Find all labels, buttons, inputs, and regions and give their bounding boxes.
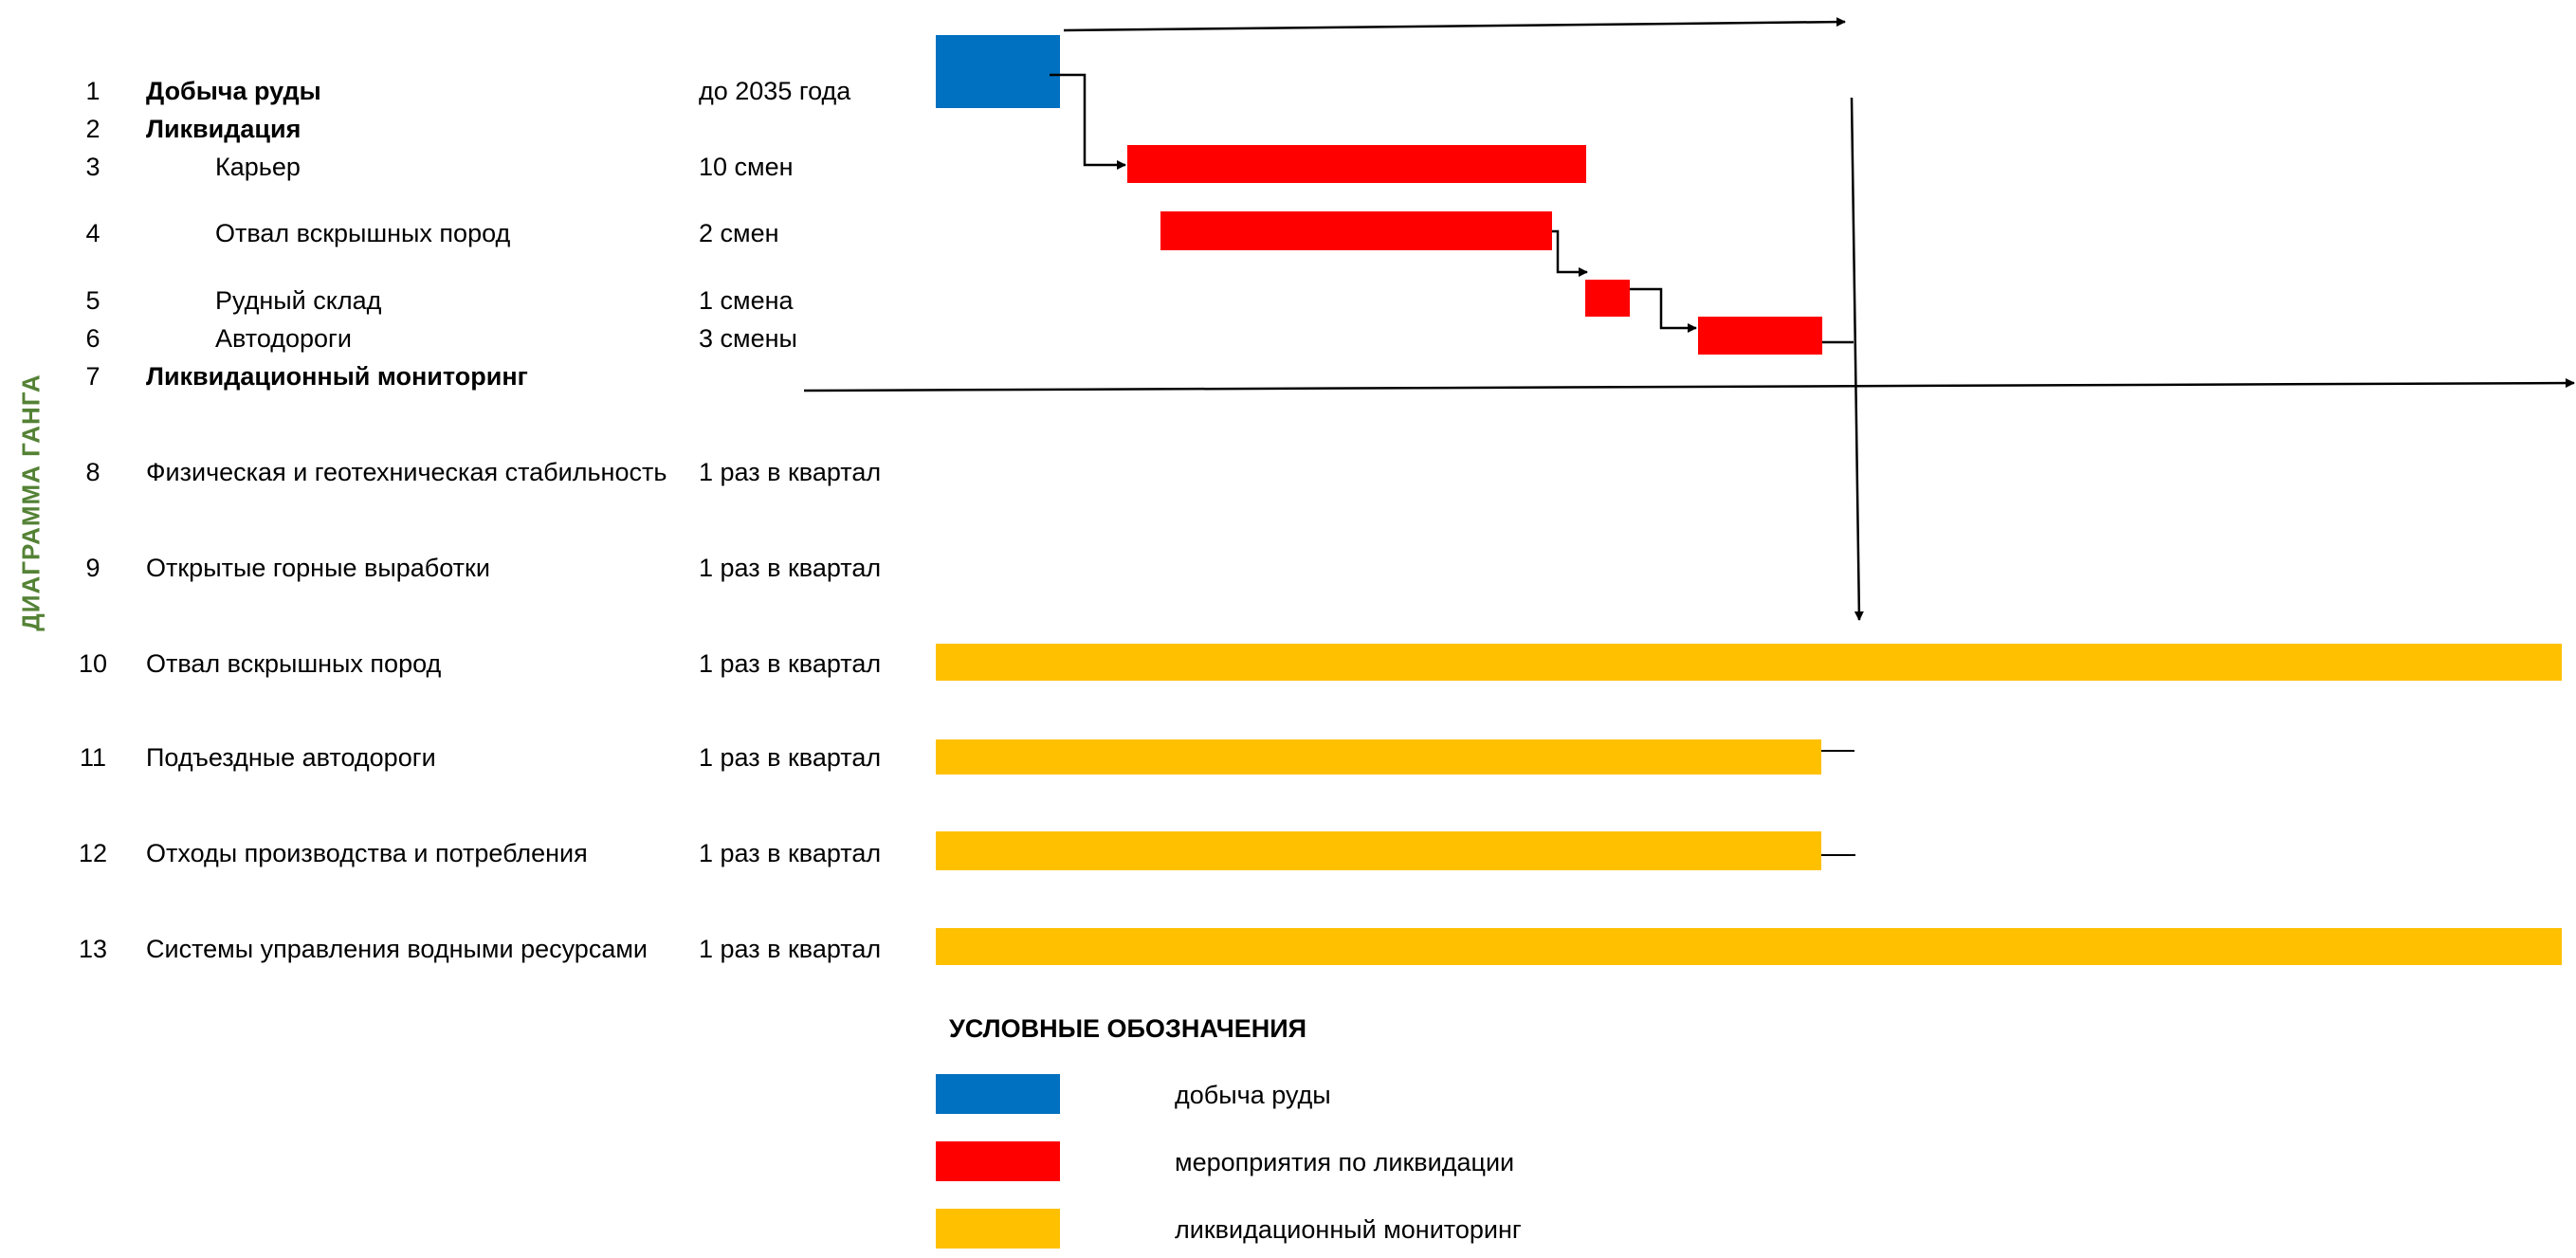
task-number: 12 [78, 839, 108, 867]
task-number: 10 [78, 649, 108, 678]
task-number: 9 [85, 554, 100, 582]
gantt-bar-mining [936, 35, 1060, 108]
legend-label-liquidation: мероприятия по ликвидации [1175, 1148, 1515, 1176]
task-number: 1 [85, 77, 100, 105]
gantt-bar-monitoring-access-roads [936, 739, 1821, 775]
task-number: 7 [85, 362, 100, 391]
task-duration: 3 смены [699, 324, 797, 353]
task-duration: 1 раз в квартал [699, 743, 882, 772]
arrow-long-horizontal [803, 378, 2575, 392]
task-number: 13 [78, 935, 108, 963]
gantt-bar-waste-dump [1160, 211, 1552, 250]
task-duration: 1 раз в квартал [699, 554, 882, 582]
task-duration: 1 раз в квартал [699, 935, 882, 963]
task-name: Автодороги [215, 324, 352, 353]
task-number: 4 [85, 219, 100, 247]
task-name: Добыча руды [146, 77, 321, 105]
task-number: 3 [85, 153, 100, 181]
task-name: Ликвидационный мониторинг [146, 362, 528, 391]
gantt-bar-monitoring-waste [936, 831, 1821, 870]
task-name: Отвал вскрышных пород [215, 219, 511, 247]
task-duration: 10 смен [699, 153, 794, 181]
gantt-bar-monitoring-waste-dump [936, 644, 2562, 681]
task-name: Подъездные автодороги [146, 743, 436, 772]
arrow-vertical [1850, 97, 1864, 621]
arrow-dump-to-storage [1552, 229, 1588, 277]
arrow-mining-to-quarry [1050, 73, 1126, 170]
task-number: 5 [85, 286, 100, 315]
task-duration: 1 раз в квартал [699, 839, 882, 867]
task-name: Открытые горные выработки [146, 554, 490, 582]
gantt-bar-quarry [1127, 145, 1586, 183]
task-duration: 2 смен [699, 219, 779, 247]
gantt-bar-ore-storage [1585, 280, 1630, 317]
task-name: Рудный склад [215, 286, 382, 315]
task-number: 11 [79, 743, 107, 772]
legend-swatch-mining [936, 1074, 1060, 1114]
legend-title: УСЛОВНЫЕ ОБОЗНАЧЕНИЯ [949, 1014, 1307, 1043]
arrow-storage-to-roads [1630, 287, 1697, 333]
task-number: 2 [85, 115, 100, 143]
task-duration: 1 раз в квартал [699, 458, 882, 486]
task-name: Ликвидация [146, 115, 301, 143]
task-name: Отходы производства и потребления [146, 839, 588, 867]
legend-swatch-liquidation [936, 1141, 1060, 1181]
legend-swatch-monitoring [936, 1209, 1060, 1249]
task-duration: до 2035 года [699, 77, 851, 105]
gantt-bar-roads [1698, 317, 1822, 355]
task-number: 8 [85, 458, 100, 486]
task-name: Физическая и геотехническая стабильность [146, 458, 667, 486]
task-name: Отвал вскрышных пород [146, 649, 442, 678]
task-number: 6 [85, 324, 100, 353]
task-name: Системы управления водными ресурсами [146, 935, 648, 963]
task-duration: 1 смена [699, 286, 794, 315]
task-duration: 1 раз в квартал [699, 649, 882, 678]
legend-label-monitoring: ликвидационный мониторинг [1175, 1215, 1522, 1244]
task-name: Карьер [215, 153, 301, 181]
gantt-bar-monitoring-water [936, 928, 2562, 965]
arrow-top [1063, 17, 1846, 32]
legend-label-mining: добыча руды [1175, 1081, 1331, 1109]
